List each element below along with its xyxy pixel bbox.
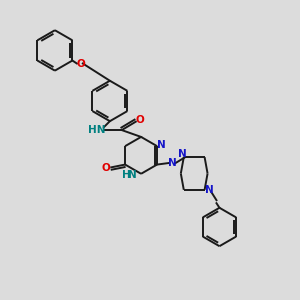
Text: N: N [128,170,136,180]
Text: N: N [167,158,176,168]
Text: HN: HN [88,125,105,135]
Text: O: O [77,58,86,68]
Text: O: O [136,115,145,125]
Text: N: N [178,149,187,159]
Text: N: N [205,185,213,195]
Text: N: N [157,140,165,150]
Text: H: H [122,170,131,180]
Text: O: O [102,163,110,172]
